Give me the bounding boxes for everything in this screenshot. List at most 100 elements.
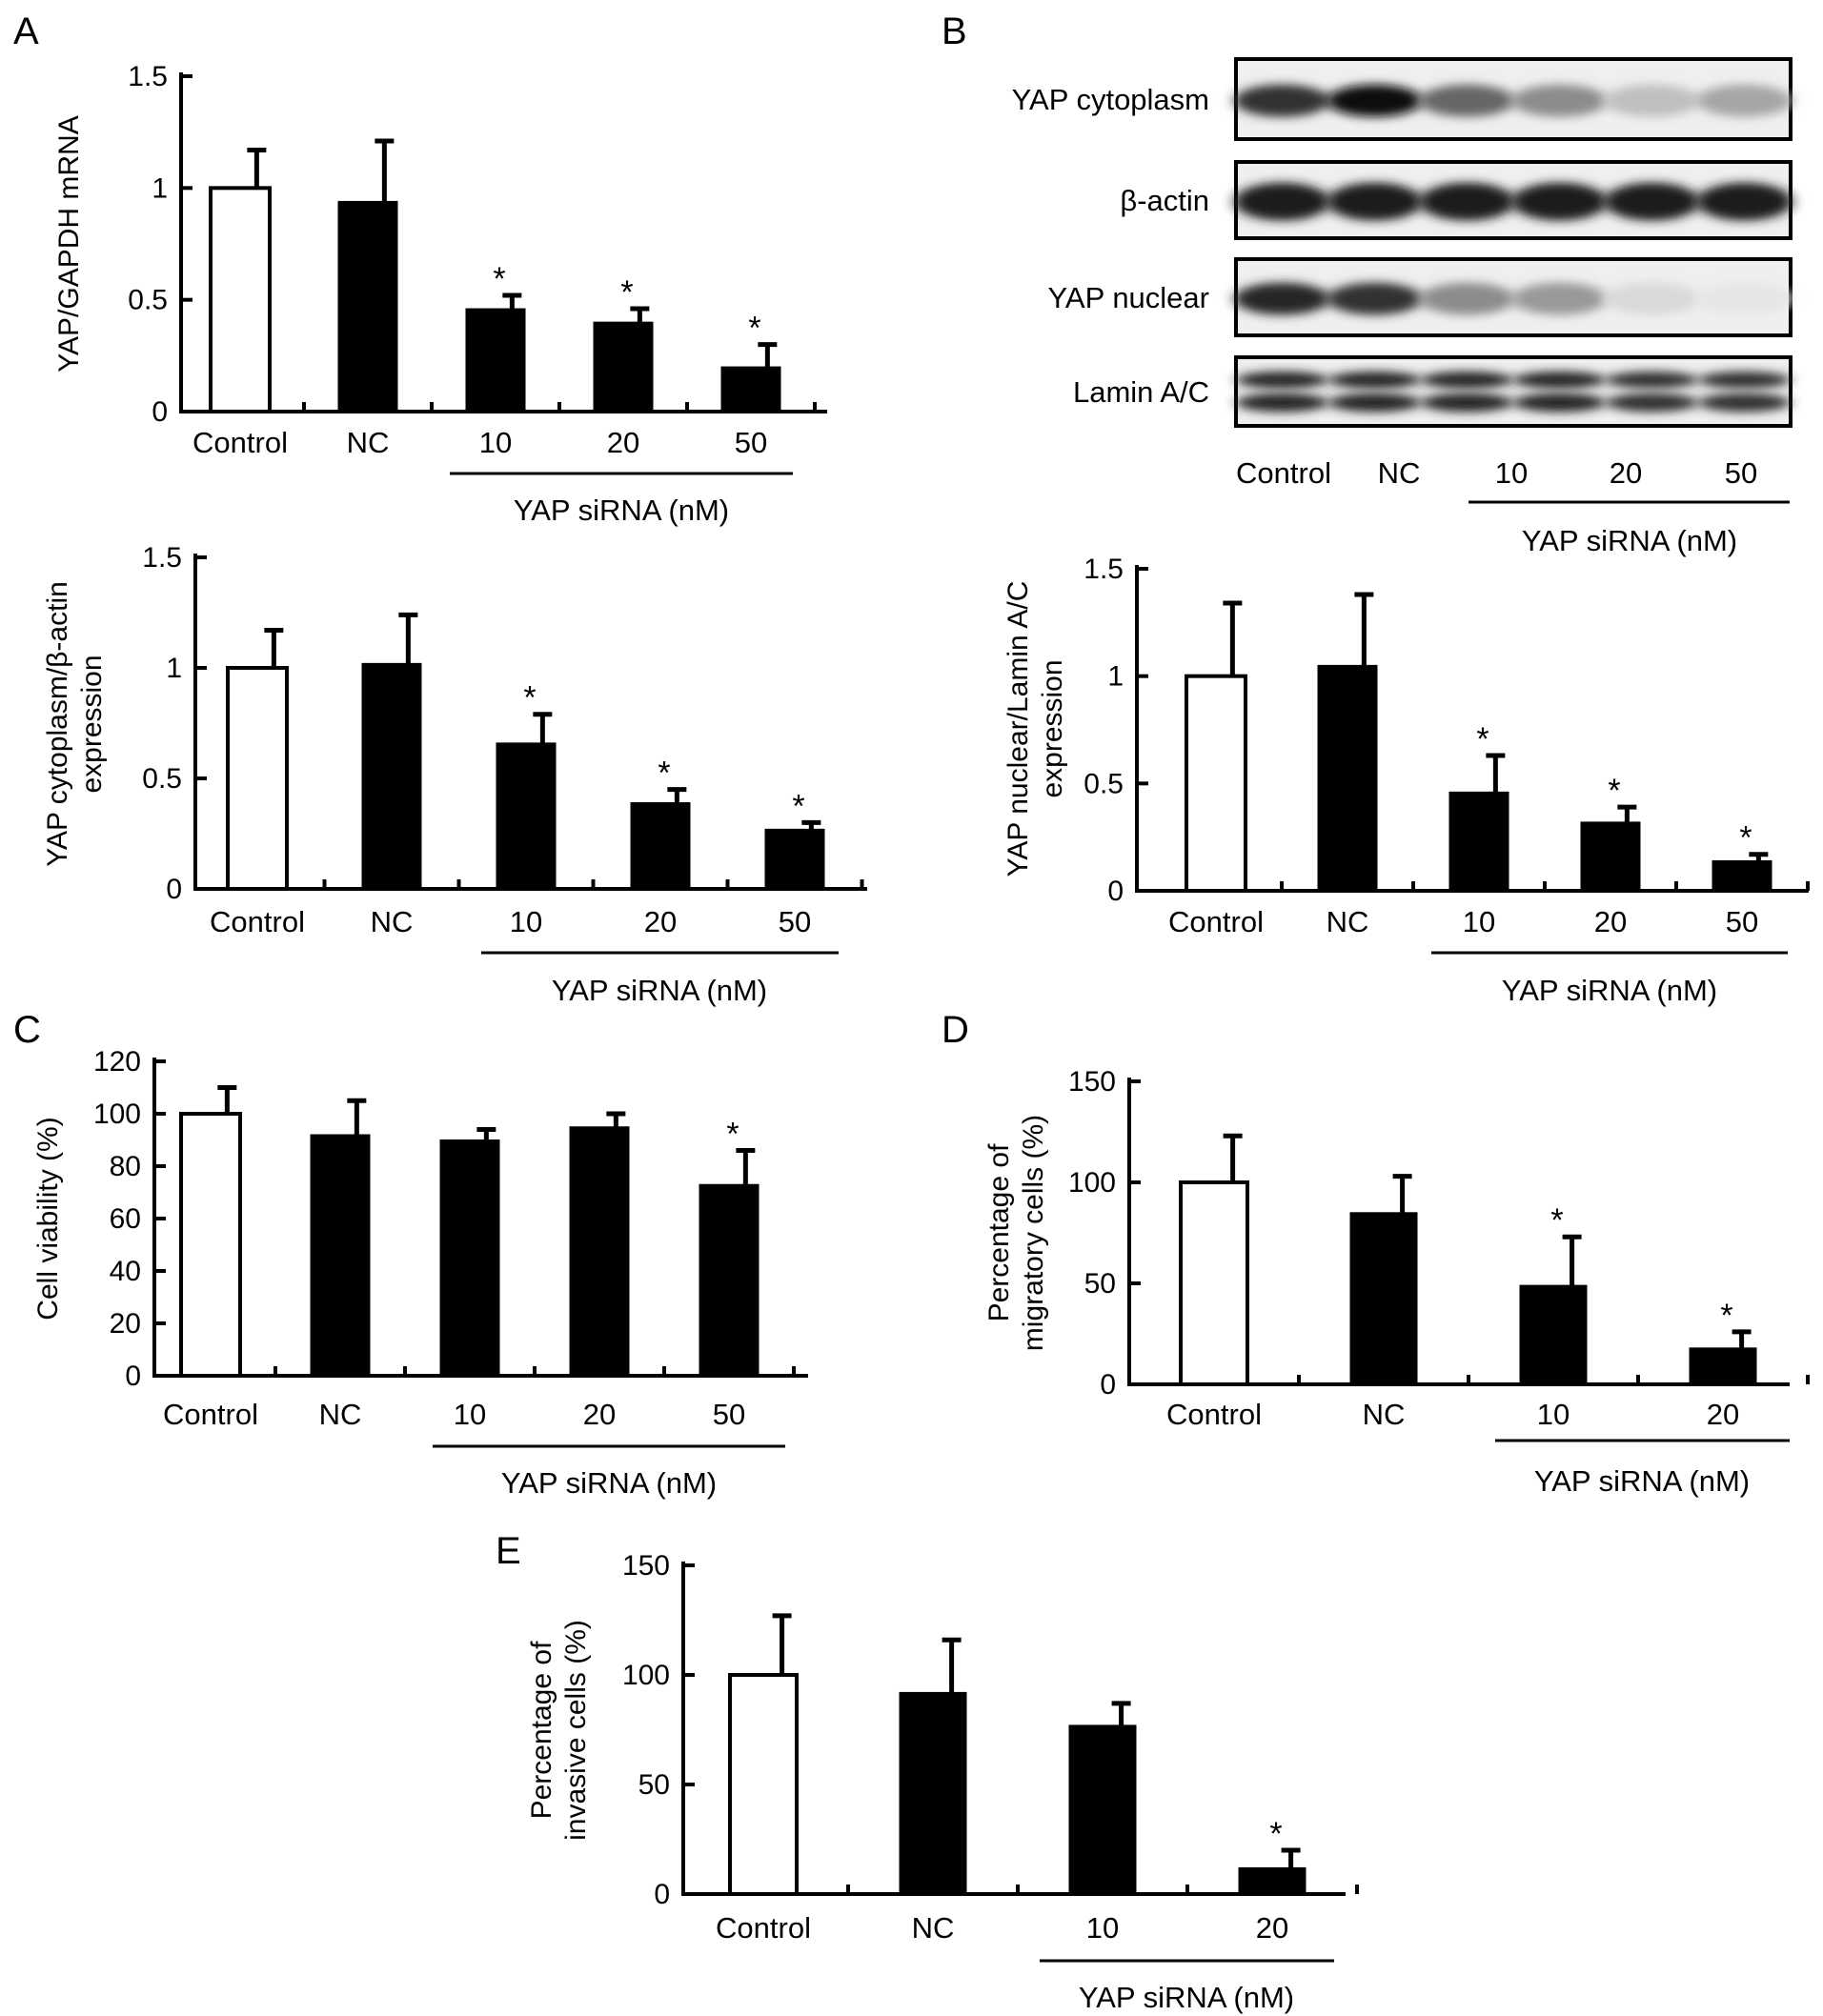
blot-band bbox=[1698, 371, 1791, 389]
blot-lane-label: 10 bbox=[1495, 456, 1528, 490]
x-tick-label: NC bbox=[1327, 905, 1369, 938]
significance-star: * bbox=[1739, 820, 1752, 857]
blot-band bbox=[1696, 282, 1793, 315]
bar-chart-a2: 0 0.5 1 1.5 Control NC * 10 * 20 * 50 YAP siRNA (nM)… bbox=[42, 542, 867, 1007]
panel-letter-b: B bbox=[942, 10, 967, 52]
y-tick-label: 50 bbox=[638, 1769, 670, 1801]
x-tick-label: 20 bbox=[607, 426, 639, 459]
y-tick-label: 0 bbox=[125, 1361, 141, 1392]
group-label: YAP siRNA (nM) bbox=[1079, 1981, 1294, 2014]
bar-20 bbox=[630, 802, 691, 890]
y-axis-label: Cell viability (%) bbox=[32, 1117, 64, 1320]
bar-chart-a1: 0 0.5 1 1.5 Control NC * 10 * 20 * 50 YAP siRNA (nM)… bbox=[53, 61, 827, 527]
blot-row--actin: β-actin bbox=[1120, 160, 1793, 240]
y-tick-label: 0.5 bbox=[142, 763, 182, 795]
x-tick-label: 10 bbox=[1086, 1911, 1119, 1945]
x-tick-label: NC bbox=[319, 1398, 362, 1431]
x-tick-label: NC bbox=[912, 1911, 955, 1945]
blot-row-label: β-actin bbox=[1120, 184, 1209, 217]
bar-nc bbox=[899, 1691, 967, 1895]
significance-star: * bbox=[1269, 1816, 1282, 1852]
group-label: YAP siRNA (nM) bbox=[1502, 974, 1717, 1007]
significance-star: * bbox=[620, 274, 633, 311]
bar-10 bbox=[465, 308, 526, 413]
y-tick-label: 150 bbox=[1068, 1066, 1116, 1098]
y-tick-label: 60 bbox=[110, 1203, 141, 1235]
bar-control bbox=[179, 1112, 242, 1378]
bar-control bbox=[226, 666, 289, 891]
blot-band bbox=[1234, 84, 1330, 117]
x-tick-label: 50 bbox=[779, 905, 811, 938]
y-tick-label: 0 bbox=[1107, 876, 1124, 907]
x-tick-label: 10 bbox=[479, 426, 512, 459]
blot-row-lamin-a-c: Lamin A/C bbox=[1073, 355, 1793, 428]
blot-band bbox=[1327, 182, 1423, 221]
y-tick-label: 120 bbox=[93, 1046, 141, 1078]
bar-chart-b2: 0 0.5 1 1.5 Control NC * 10 * 20 * 50 YAP siRNA (nM)… bbox=[1003, 554, 1810, 1007]
significance-star: * bbox=[493, 261, 505, 297]
y-tick-label: 0 bbox=[1100, 1369, 1116, 1401]
y-tick-label: 0 bbox=[166, 874, 182, 905]
blot-lane-label: Control bbox=[1236, 456, 1331, 490]
x-tick-label: Control bbox=[1168, 905, 1264, 938]
y-axis-label: Percentage of invasive cells (%) bbox=[526, 1620, 592, 1841]
y-tick-label: 1.5 bbox=[128, 61, 168, 92]
y-tick-label: 100 bbox=[622, 1660, 670, 1691]
panel-letter-e: E bbox=[496, 1530, 521, 1572]
blot-band bbox=[1604, 84, 1700, 117]
y-axis-label: YAP cytoplasm/β-actin expression bbox=[42, 581, 108, 867]
blot-band bbox=[1419, 84, 1515, 117]
group-label: YAP siRNA (nM) bbox=[1534, 1464, 1750, 1498]
blot-row-label: Lamin A/C bbox=[1073, 375, 1209, 409]
x-tick-label: Control bbox=[1166, 1398, 1262, 1431]
bar-50 bbox=[764, 828, 825, 890]
blot-row-label: YAP nuclear bbox=[1048, 281, 1209, 314]
blot-row-yap-nuclear: YAP nuclear bbox=[1048, 257, 1793, 337]
bar-nc bbox=[310, 1134, 371, 1377]
y-tick-label: 1 bbox=[152, 172, 168, 204]
y-axis-label: YAP/GAPDH mRNA bbox=[53, 115, 85, 373]
bar-10 bbox=[1448, 791, 1509, 892]
bar-10 bbox=[1519, 1284, 1588, 1385]
bar-control bbox=[1179, 1180, 1249, 1386]
blot-strip bbox=[1234, 355, 1793, 428]
significance-star: * bbox=[658, 756, 670, 792]
y-tick-label: 50 bbox=[1084, 1268, 1116, 1300]
bar-20 bbox=[1238, 1866, 1306, 1895]
x-tick-label: 10 bbox=[1537, 1398, 1570, 1431]
blot-band bbox=[1606, 393, 1698, 413]
bar-control bbox=[1185, 674, 1247, 894]
blot-band bbox=[1327, 282, 1423, 315]
y-tick-label: 0 bbox=[654, 1879, 670, 1910]
bar-20 bbox=[593, 321, 654, 413]
blot-band bbox=[1421, 371, 1513, 389]
y-tick-label: 40 bbox=[110, 1256, 141, 1287]
panel-letter-a: A bbox=[13, 10, 39, 52]
bar-chart-d: 0 50 100 150 Control NC * 10 * 20 YAP siRNA (nM) Pe… bbox=[983, 1066, 1810, 1498]
y-tick-label: 1 bbox=[1107, 661, 1124, 693]
y-axis-label: Percentage of migratory cells (%) bbox=[983, 1115, 1049, 1351]
bar-50 bbox=[1712, 859, 1772, 892]
bar-control bbox=[209, 186, 272, 413]
group-label: YAP siRNA (nM) bbox=[514, 494, 729, 527]
bar-nc bbox=[1317, 664, 1378, 892]
x-tick-label: NC bbox=[347, 426, 390, 459]
blot-lane-label: 20 bbox=[1610, 456, 1642, 490]
x-tick-label: 10 bbox=[454, 1398, 486, 1431]
blot-band bbox=[1513, 371, 1606, 389]
blot-band bbox=[1419, 282, 1515, 315]
bar-50 bbox=[720, 366, 781, 413]
blot-row-label: YAP cytoplasm bbox=[1012, 83, 1209, 116]
x-tick-label: Control bbox=[210, 905, 305, 938]
blot-lane-label: 50 bbox=[1725, 456, 1757, 490]
significance-star: * bbox=[523, 680, 536, 716]
bar-10 bbox=[439, 1139, 500, 1377]
y-tick-label: 80 bbox=[110, 1151, 141, 1182]
y-tick-label: 150 bbox=[622, 1550, 670, 1582]
western-blot: YAP cytoplasm β-actin YAP nuclear Lamin A/C… bbox=[1012, 57, 1793, 557]
bar-nc bbox=[337, 200, 398, 413]
y-tick-label: 1.5 bbox=[1084, 554, 1124, 585]
x-tick-label: NC bbox=[1363, 1398, 1406, 1431]
